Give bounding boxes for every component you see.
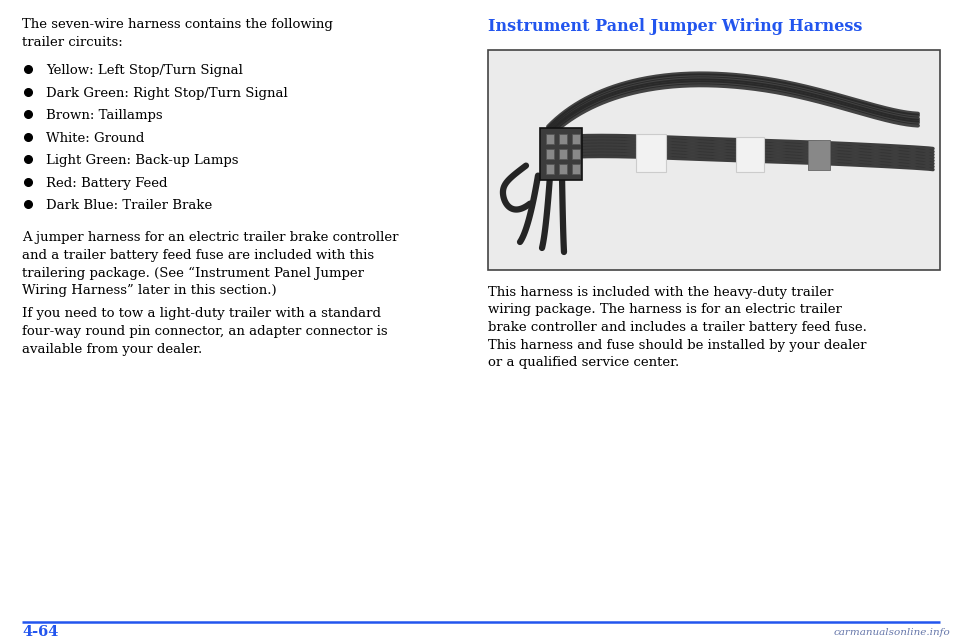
Text: This harness is included with the heavy-duty trailer
wiring package. The harness: This harness is included with the heavy-… [488,286,867,369]
Text: If you need to tow a light-duty trailer with a standard
four-way round pin conne: If you need to tow a light-duty trailer … [22,307,388,355]
Bar [572,134,580,143]
Text: A jumper harness for an electric trailer brake controller
and a trailer battery : A jumper harness for an electric trailer… [22,232,398,298]
Text: Red: Battery Feed: Red: Battery Feed [46,177,167,189]
Bar [572,148,580,159]
Bar [572,164,580,173]
Bar [736,136,764,172]
Bar [546,134,554,143]
Bar [559,148,567,159]
Text: The seven-wire harness contains the following
trailer circuits:: The seven-wire harness contains the foll… [22,18,333,49]
Bar [559,134,567,143]
Text: Brown: Taillamps: Brown: Taillamps [46,109,162,122]
Bar [540,127,582,180]
Text: Dark Blue: Trailer Brake: Dark Blue: Trailer Brake [46,199,212,212]
Bar [488,50,940,270]
Text: Yellow: Left Stop/Turn Signal: Yellow: Left Stop/Turn Signal [46,64,243,77]
Bar [546,148,554,159]
Bar [636,134,666,172]
Text: White: Ground: White: Ground [46,131,144,145]
Bar [559,164,567,173]
Bar [546,164,554,173]
Text: carmanualsonline.info: carmanualsonline.info [833,628,950,637]
Bar [808,140,830,170]
Text: 4-64: 4-64 [22,625,59,639]
Text: Dark Green: Right Stop/Turn Signal: Dark Green: Right Stop/Turn Signal [46,86,288,99]
Text: Instrument Panel Jumper Wiring Harness: Instrument Panel Jumper Wiring Harness [488,18,862,35]
Text: Light Green: Back-up Lamps: Light Green: Back-up Lamps [46,154,238,167]
